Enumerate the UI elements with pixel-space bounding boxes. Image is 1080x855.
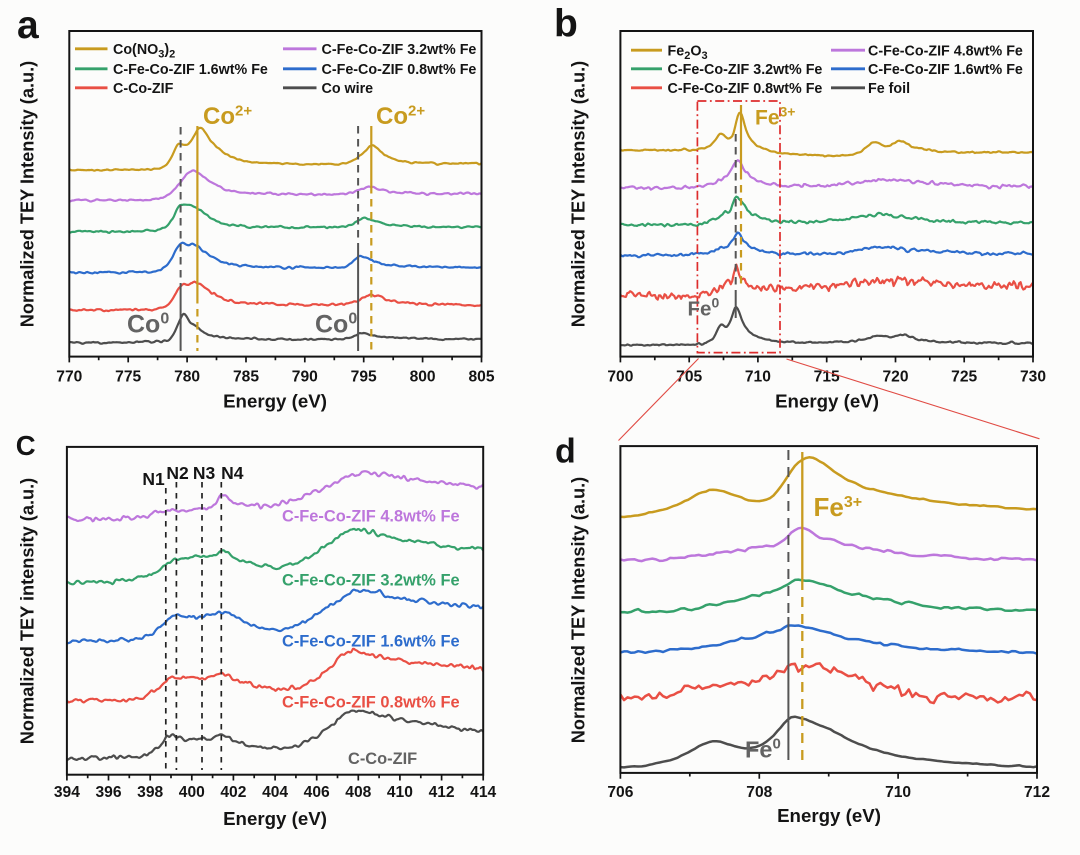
svg-text:N2: N2 [166,463,189,483]
svg-text:785: 785 [233,369,259,386]
svg-text:d: d [555,433,576,471]
svg-text:C-Fe-Co-ZIF 3.2wt% Fe: C-Fe-Co-ZIF 3.2wt% Fe [668,62,823,78]
svg-text:414: 414 [470,784,496,801]
svg-text:800: 800 [410,369,436,386]
svg-text:404: 404 [262,784,288,801]
svg-text:400: 400 [179,784,205,801]
svg-text:700: 700 [607,369,633,386]
svg-text:Energy (eV): Energy (eV) [777,805,881,826]
svg-text:Fe foil: Fe foil [868,81,910,97]
svg-text:396: 396 [95,784,121,801]
svg-text:N1: N1 [142,469,165,489]
svg-text:Energy (eV): Energy (eV) [223,808,327,829]
svg-text:b: b [554,3,578,46]
svg-text:C-Fe-Co-ZIF 3.2wt% Fe: C-Fe-Co-ZIF 3.2wt% Fe [322,42,477,58]
svg-text:Energy (eV): Energy (eV) [223,391,327,412]
svg-text:C-Fe-Co-ZIF 1.6wt% Fe: C-Fe-Co-ZIF 1.6wt% Fe [868,62,1023,78]
svg-text:725: 725 [951,369,977,386]
svg-text:Energy (eV): Energy (eV) [775,391,879,412]
svg-text:C-Co-ZIF: C-Co-ZIF [113,81,174,97]
svg-text:Co(NO3)2: Co(NO3)2 [113,42,175,61]
svg-text:790: 790 [292,369,318,386]
svg-text:C-Fe-Co-ZIF 3.2wt% Fe: C-Fe-Co-ZIF 3.2wt% Fe [282,572,460,590]
svg-text:C-Fe-Co-ZIF 1.6wt% Fe: C-Fe-Co-ZIF 1.6wt% Fe [282,633,460,651]
svg-text:C-Co-ZIF: C-Co-ZIF [348,750,417,768]
svg-text:Fe2O3: Fe2O3 [668,43,708,62]
svg-text:705: 705 [676,369,702,386]
svg-text:715: 715 [814,369,840,386]
svg-text:706: 706 [607,784,633,801]
svg-text:Normalized TEY Intensity (a.u.: Normalized TEY Intensity (a.u.) [569,61,589,327]
svg-text:C-Fe-Co-ZIF 0.8wt% Fe: C-Fe-Co-ZIF 0.8wt% Fe [668,81,823,97]
svg-text:410: 410 [387,784,413,801]
svg-text:408: 408 [345,784,371,801]
svg-text:730: 730 [1020,369,1046,386]
svg-text:394: 394 [54,784,80,801]
svg-text:708: 708 [746,784,772,801]
svg-text:N4: N4 [221,463,244,483]
svg-text:712: 712 [1024,784,1050,801]
svg-text:C-Fe-Co-ZIF 0.8wt% Fe: C-Fe-Co-ZIF 0.8wt% Fe [282,694,460,712]
svg-text:C-Fe-Co-ZIF 0.8wt% Fe: C-Fe-Co-ZIF 0.8wt% Fe [322,62,477,78]
svg-text:775: 775 [115,369,141,386]
svg-text:Normalized TEY intensity (a.u.: Normalized TEY intensity (a.u.) [18,478,38,744]
svg-text:795: 795 [351,369,377,386]
svg-text:C-Fe-Co-ZIF 1.6wt% Fe: C-Fe-Co-ZIF 1.6wt% Fe [113,62,268,78]
svg-text:Fe0: Fe0 [688,295,720,321]
svg-text:710: 710 [745,369,771,386]
svg-text:a: a [17,4,39,47]
svg-text:780: 780 [174,369,200,386]
svg-text:Normalized TEY Intensity (a.u.: Normalized TEY Intensity (a.u.) [569,477,589,743]
svg-text:C-Fe-Co-ZIF 4.8wt% Fe: C-Fe-Co-ZIF 4.8wt% Fe [282,508,460,526]
svg-text:412: 412 [429,784,455,801]
svg-text:Fe0: Fe0 [745,736,781,763]
svg-text:N3: N3 [193,463,216,483]
svg-text:Co2+: Co2+ [376,103,425,131]
svg-text:Co wire: Co wire [322,81,374,97]
svg-text:770: 770 [56,369,82,386]
svg-text:720: 720 [882,369,908,386]
svg-text:710: 710 [885,784,911,801]
svg-text:C: C [16,430,36,461]
svg-text:406: 406 [304,784,330,801]
svg-text:402: 402 [220,784,246,801]
svg-text:805: 805 [468,369,494,386]
svg-text:398: 398 [137,784,163,801]
svg-text:Normalized TEY Intensity (a.u.: Normalized TEY Intensity (a.u.) [18,61,38,327]
svg-text:C-Fe-Co-ZIF 4.8wt% Fe: C-Fe-Co-ZIF 4.8wt% Fe [868,43,1023,59]
